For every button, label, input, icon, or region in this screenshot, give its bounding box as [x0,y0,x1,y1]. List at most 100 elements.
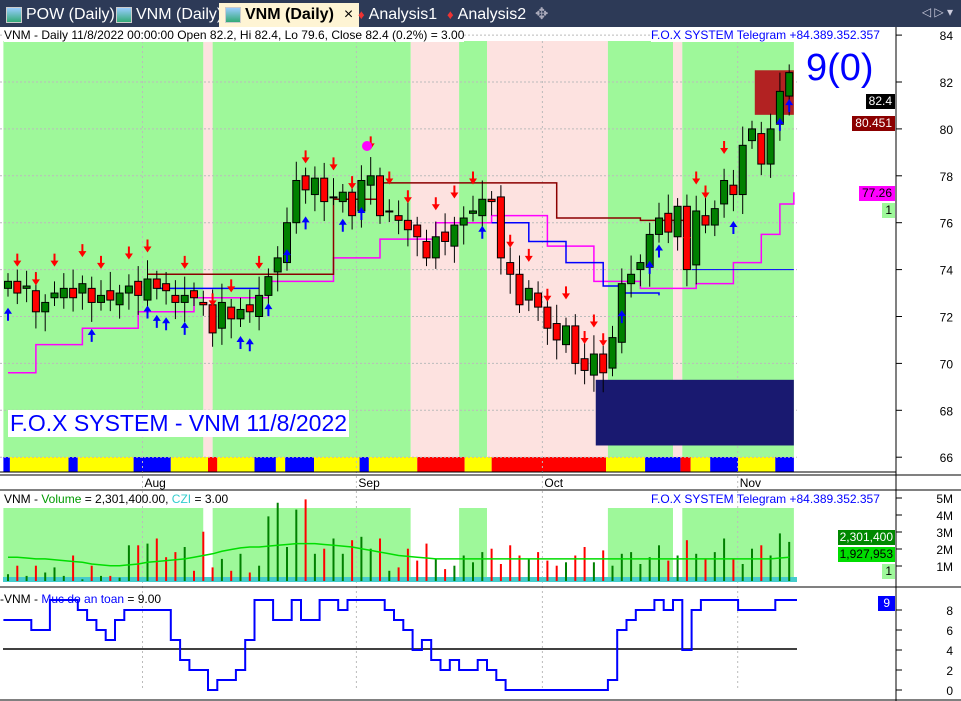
price-pane-header: VNM - Daily 11/8/2022 00:00:00 Open 82.2… [4,28,465,42]
candle-body [543,306,552,329]
trend-strip-segment [738,457,776,472]
sell-arrow-icon [329,157,338,171]
candle-body [469,210,477,214]
new-tab-icon[interactable]: ✥ [535,6,549,23]
candle-body [515,273,524,306]
volume-pane-header: VNM - Volume = 2,301,400.00, CZI = 3.00 [4,492,229,506]
volume-one-badge: 1 [882,564,895,579]
sell-arrow-icon [543,288,552,302]
trend-strip-segment [464,457,492,472]
close-tab-icon[interactable]: × [343,6,354,23]
candle-body [208,304,217,334]
candle-body [729,184,738,196]
trend-strip-segment [368,457,418,472]
buy-arrow-icon [245,338,254,352]
candle-body [403,219,412,231]
candle-body [78,283,87,294]
candle-body [264,276,273,296]
watermark-title: F.O.X SYSTEM - VNM 11/8/2022 [8,410,350,437]
candle-body [738,144,747,196]
buy-arrow-icon [617,310,626,324]
chart-icon [116,7,132,23]
candle-body [245,304,254,313]
volume-zone [212,508,411,581]
candle-body [431,236,440,259]
candle-body [59,287,68,299]
buy-arrow-icon [478,225,487,239]
candle-body [487,198,496,203]
price-tick-label: 70 [940,357,954,371]
price-tick-label: 78 [940,170,954,184]
candle-body [552,323,561,341]
candle-body [571,325,580,364]
trend-strip-segment [217,457,255,472]
tab-scroll-controls[interactable]: ◁ ▷ ▾ [921,5,953,19]
candle-body [320,177,329,203]
tab-pow-daily[interactable]: POW (Daily) [6,3,115,27]
sell-arrow-icon [431,197,440,211]
peak-marker [362,141,372,151]
safety-pane-header: -VNM - Muc do an toan = 9.00 [0,592,162,606]
tab-analysis1[interactable]: ♦ Analysis1 [358,3,437,27]
tab-vnm-daily[interactable]: VNM (Daily) [116,3,222,27]
candle-body [255,294,264,317]
trend-strip-segment [254,457,276,472]
tab-analysis2[interactable]: ♦ Analysis2 [447,3,526,27]
candle-body [283,222,291,264]
sell-arrow-icon [143,239,152,253]
candle-body [217,301,226,329]
candle-body [50,292,59,299]
candle-body [655,217,663,235]
candle-body [171,294,180,303]
candle-body [664,212,673,233]
volume-zone [673,508,683,581]
support-line [491,221,660,296]
candle-body [273,257,282,273]
price-tick-label: 72 [940,311,954,325]
candle-body [143,278,152,301]
sell-arrow-icon [385,171,394,185]
price-tick-label: 84 [940,29,954,43]
sell-arrow-icon [348,176,357,190]
sell-arrow-icon [124,246,133,260]
candle-body [636,262,645,271]
tab-vnm-daily-active[interactable]: VNM (Daily) × [219,3,360,27]
candle-body [292,179,301,224]
candle-body [310,177,319,196]
price-zone [203,41,213,457]
price-zone [212,41,411,457]
candle-body [22,285,31,289]
x-tick-label: Aug [145,476,166,490]
volume-ma-line [8,542,790,567]
candle-body [41,301,50,313]
sell-arrow-icon [301,150,310,164]
buy-arrow-icon [645,260,654,274]
last-price-badge: 82.4 [865,94,895,109]
volume-tick-label: 2M [936,543,953,557]
candle-body [748,128,756,142]
trend-strip-segment [606,457,646,472]
candle-body [348,191,357,217]
trend-strip-segment [3,457,10,472]
candle-body [720,179,729,205]
signal-box [595,379,794,446]
czi-strip [3,577,797,582]
candle-body [180,294,189,303]
candle-body [627,273,636,285]
sell-arrow-icon [255,255,264,269]
safety-line [3,599,797,691]
level-red-badge: 80.451 [852,116,895,131]
buy-arrow-icon [357,206,366,220]
safety-tick-label: 6 [946,624,953,638]
candle-body [422,240,431,259]
candle-body [524,287,533,301]
sell-arrow-icon [450,185,459,199]
telegram-label: F.O.X SYSTEM Telegram +84.389.352.357 [651,28,880,42]
trend-strip-segment [314,457,360,472]
trend-strip-segment [775,457,794,472]
volume-zone [203,508,213,581]
candle-body [534,292,543,308]
chart-icon [225,7,241,23]
avg-volume-badge: 1,927,953 [837,547,895,562]
